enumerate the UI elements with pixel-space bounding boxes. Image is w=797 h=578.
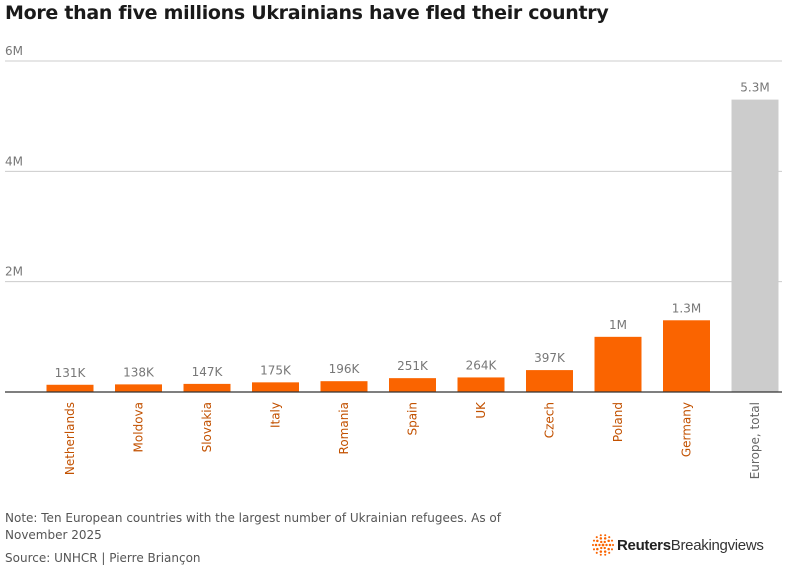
logo-dot — [600, 540, 603, 544]
logo-dot — [603, 550, 607, 553]
x-tick-label: Spain — [406, 402, 420, 436]
data-label: 397K — [534, 351, 566, 365]
brand-name-bold: Reuters — [617, 536, 671, 554]
bar — [115, 384, 162, 392]
data-label: 1.3M — [672, 301, 701, 315]
logo-dot — [592, 548, 596, 551]
category-labels: Netherlands Moldova Slovakia Italy Romania Sp… — [63, 401, 762, 479]
value-labels: 131K 138K 147K 175K 196K 251K 264K 397K 1M 1.3M 5.… — [55, 81, 770, 380]
bar — [389, 378, 436, 392]
logo-dot — [592, 543, 595, 547]
x-tick-label: Germany — [680, 402, 694, 457]
brand-name-rest: Breakingviews — [670, 536, 764, 554]
logo-dot — [594, 543, 598, 547]
logo-dot — [607, 539, 610, 543]
bar — [46, 384, 94, 392]
gridlines: 2M 4M 6M — [5, 44, 782, 283]
reuters-logo-icon — [592, 534, 614, 556]
data-label: 147K — [192, 365, 224, 379]
bar — [663, 320, 710, 392]
logo-dot — [598, 543, 601, 547]
x-tick-label: Netherlands — [63, 402, 77, 475]
bar — [252, 382, 299, 392]
logo-dot — [608, 543, 612, 547]
bar — [320, 381, 368, 392]
data-label: 5.3M — [740, 81, 769, 95]
logo-dot — [607, 547, 610, 551]
x-tick-label: Poland — [611, 402, 625, 442]
logo-dot — [603, 537, 607, 540]
logo-dot — [604, 534, 607, 537]
logo-dot — [592, 539, 596, 542]
data-label: 138K — [123, 365, 155, 379]
logo-dot — [610, 539, 614, 542]
bar — [594, 336, 642, 392]
y-tick-label: 4M — [5, 154, 23, 168]
logo-dot — [604, 553, 607, 556]
x-tick-label: Italy — [269, 402, 283, 428]
x-tick-label: Slovakia — [200, 402, 214, 452]
data-label: 196K — [329, 362, 361, 376]
bars — [46, 99, 779, 392]
data-label: 175K — [260, 363, 292, 377]
reuters-breakingviews-logo: ReutersBreakingviews — [592, 534, 764, 556]
data-label: 264K — [466, 358, 498, 372]
logo-dot — [601, 543, 605, 547]
chart-source: Source: UNHCR | Pierre Briançon — [5, 551, 201, 565]
data-label: 251K — [397, 359, 429, 373]
logo-dot — [608, 551, 611, 554]
logo-dot — [605, 543, 608, 547]
brand-name: ReutersBreakingviews — [617, 537, 764, 554]
bar — [183, 383, 231, 392]
logo-dot — [600, 546, 603, 550]
x-tick-label: UK — [474, 401, 488, 419]
chart-title: More than five millions Ukrainians have … — [5, 2, 609, 24]
logo-dot — [599, 553, 602, 556]
x-tick-label: Czech — [543, 402, 557, 438]
logo-dot — [603, 546, 606, 550]
logo-dot — [596, 539, 599, 543]
bar — [731, 99, 779, 392]
data-label: 131K — [55, 366, 87, 380]
logo-dot — [610, 548, 614, 551]
x-tick-label: Europe, total — [748, 402, 762, 479]
logo-dot — [603, 540, 606, 544]
logo-dot — [611, 543, 614, 547]
y-tick-label: 2M — [5, 265, 23, 279]
bar — [457, 377, 505, 392]
logo-dot — [595, 551, 598, 554]
logo-dot — [599, 537, 603, 540]
logo-dot — [608, 536, 611, 539]
y-tick-label: 6M — [5, 44, 23, 58]
logo-dot — [599, 534, 602, 537]
logo-dot — [595, 536, 598, 539]
chart-note: Note: Ten European countries with the la… — [5, 511, 501, 542]
x-tick-label: Romania — [337, 402, 351, 454]
logo-dot — [599, 550, 603, 553]
logo-dot — [596, 547, 599, 551]
data-label: 1M — [609, 318, 627, 332]
x-tick-label: Moldova — [132, 402, 146, 452]
bar — [526, 370, 573, 392]
